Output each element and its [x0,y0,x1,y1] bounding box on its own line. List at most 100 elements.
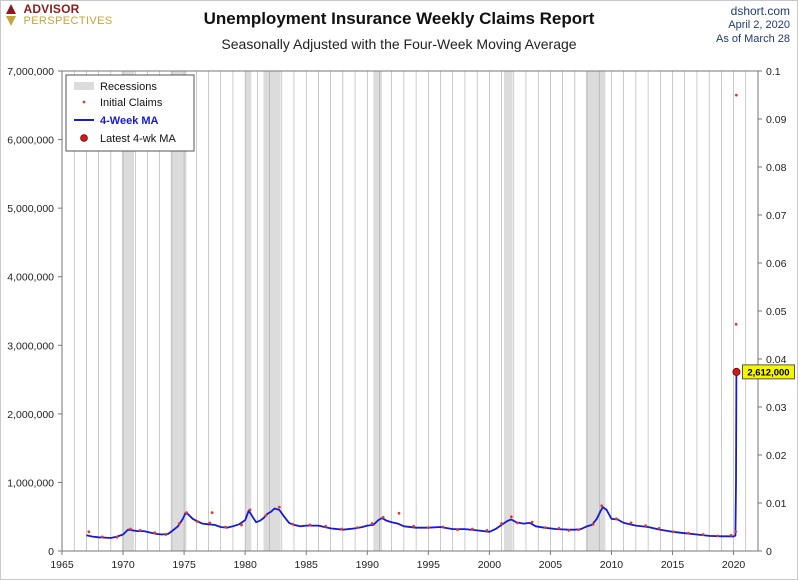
chart-title: Unemployment Insurance Weekly Claims Rep… [203,9,595,28]
x-tick-label-5: 1990 [356,559,380,571]
legend-label-ma: 4-Week MA [100,115,159,127]
y-tick-label-4: 4,000,000 [7,272,54,284]
initial-claims-point-39 [591,522,595,526]
initial-claims-point-4 [138,529,142,532]
logo-mark-icon [6,4,16,26]
initial-claims-point-24 [397,511,401,515]
initial-claims-point-22 [370,522,374,525]
initial-claims-point-28 [456,528,460,532]
recession-band-3 [263,71,281,551]
initial-claims-point-34 [530,520,534,524]
x-tick-label-0: 1965 [50,559,74,571]
initial-claims-point-18 [308,523,312,527]
initial-claims-point-47 [701,533,705,536]
initial-claims-point-26 [426,526,430,530]
x-tick-label-7: 2000 [478,559,502,571]
latest-callout-box [742,364,795,380]
initial-claims-point-3 [128,527,132,531]
initial-claims-point-46 [687,531,690,535]
initial-claims-point-8 [185,511,188,514]
initial-claims-point-48 [716,534,720,538]
initial-claims-point-7 [177,522,181,525]
x-tick-label-9: 2010 [600,559,624,571]
y2-tick-label-3: 0.03 [766,402,787,414]
y-tick-label-3: 3,000,000 [7,340,54,352]
initial-claims-point-14 [248,508,252,512]
initial-claims-point-52 [734,93,738,97]
initial-claims-point-20 [340,527,344,531]
x-tick-label-4: 1985 [295,559,319,571]
initial-claims-point-1 [100,535,104,539]
y-tick-label-5: 5,000,000 [7,203,54,215]
x-tick-label-11: 2020 [722,559,746,571]
initial-claims-point-36 [557,526,561,530]
initial-claims-point-31 [500,522,503,525]
initial-claims-point-2 [115,535,119,539]
report-date: April 2, 2020 [728,19,790,31]
initial-claims-point-41 [614,517,618,521]
x-tick-label-3: 1980 [233,559,257,571]
y2-tick-label-8: 0.08 [766,162,787,174]
latest-callout-label: 2,612,000 [747,367,789,378]
y2-tick-label-7: 0.07 [766,210,787,222]
initial-claims-point-17 [291,522,295,526]
initial-claims-point-35 [544,526,547,530]
recession-band-1 [170,71,187,551]
x-tick-label-2: 1975 [172,559,196,571]
initial-claims-point-40 [600,504,604,508]
initial-claims-point-42 [629,521,633,525]
y2-tick-label-4: 0.04 [766,354,787,366]
initial-claims-point-5 [153,531,157,535]
initial-claims-point-19 [324,524,328,528]
y-tick-label-2: 2,000,000 [7,409,54,421]
initial-claims-point-16 [277,505,281,509]
x-tick-label-8: 2005 [539,559,563,571]
y2-tick-label-10: 0.1 [766,66,781,78]
y-tick-label-6: 6,000,000 [7,135,54,147]
initial-claims-point-10 [208,521,212,525]
initial-claims-point-25 [412,524,416,528]
x-tick-label-1: 1970 [111,559,135,571]
initial-claims-point-49 [729,533,733,537]
initial-claims-point-0 [87,530,91,534]
initial-claims-point-32 [509,515,513,519]
legend-swatch-initial-claims [82,100,86,104]
y-tick-label-0: 0 [48,546,54,558]
initial-claims-point-51 [734,322,738,326]
y2-tick-label-9: 0.09 [766,114,787,126]
recession-band-5 [504,71,513,551]
latest-ma-point [732,367,741,376]
initial-claims-point-23 [381,516,385,519]
y2-tick-label-2: 0.02 [766,450,787,462]
initial-claims-point-21 [356,526,359,530]
advisor-perspectives-logo: ADVISOR PERSPECTIVES [5,3,113,27]
as-of-date: As of March 28 [716,33,790,45]
y2-tick-label-6: 0.06 [766,258,787,270]
initial-claims-point-9 [196,520,199,523]
y2-tick-label-5: 0.05 [766,306,787,318]
legend-swatch-recessions [74,82,94,90]
legend-swatch-latest [80,134,88,142]
y-tick-label-1: 1,000,000 [7,477,54,489]
initial-claims-point-43 [644,524,648,528]
initial-claims-point-30 [485,529,489,532]
initial-claims-point-29 [470,527,474,531]
y2-tick-label-0: 0 [766,546,772,558]
initial-claims-point-50 [734,530,738,534]
logo-line-1: ADVISOR [23,2,80,16]
legend-label-latest: Latest 4-wk MA [100,133,176,145]
x-tick-label-6: 1995 [417,559,441,571]
initial-claims-point-12 [224,525,228,529]
initial-claims-point-38 [577,528,580,532]
initial-claims-point-37 [567,529,571,532]
initial-claims-point-11 [210,511,214,514]
x-tick-label-10: 2015 [661,559,685,571]
logo-line-2: PERSPECTIVES [23,15,113,27]
chart-subtitle: Seasonally Adjusted with the Four-Week M… [221,36,577,52]
source-name: dshort.com [730,4,790,18]
legend-label-recessions: Recessions [100,81,157,93]
initial-claims-point-27 [441,525,445,529]
initial-claims-point-13 [240,523,243,527]
legend-label-initial_claims: Initial Claims [100,97,163,109]
